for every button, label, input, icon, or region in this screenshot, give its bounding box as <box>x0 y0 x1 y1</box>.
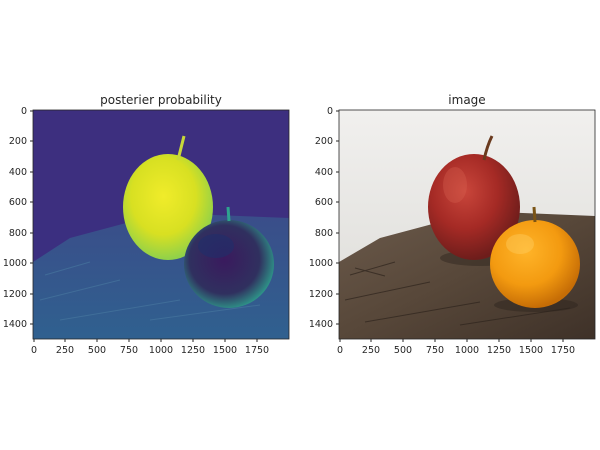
x-tick-label: 1500 <box>213 345 237 356</box>
heatmap-apple <box>123 154 213 260</box>
image-y-axis: 0 200 400 600 800 1000 1200 1400 <box>309 106 339 330</box>
heatmap-orange <box>184 220 274 308</box>
y-tick-label: 800 <box>9 228 27 239</box>
photo-apple <box>428 154 520 260</box>
x-tick-label: 750 <box>120 345 138 356</box>
y-tick-label: 400 <box>315 167 333 178</box>
x-tick-label: 1500 <box>519 345 543 356</box>
image-panel-title: image <box>448 93 485 107</box>
y-tick-label: 200 <box>315 136 333 147</box>
posterior-panel-title: posterier probability <box>100 93 222 107</box>
heatmap-apple-stem <box>176 135 186 161</box>
x-tick-label: 1000 <box>455 345 479 356</box>
x-tick-label: 0 <box>31 345 37 356</box>
y-tick-label: 600 <box>9 197 27 208</box>
y-tick-label: 1400 <box>3 319 27 330</box>
posterior-x-axis: 0 250 500 750 1000 1250 1500 1750 <box>31 339 269 356</box>
posterior-panel: posterier probability <box>3 93 290 356</box>
x-tick-label: 1000 <box>149 345 173 356</box>
y-tick-label: 1200 <box>309 289 333 300</box>
y-tick-label: 1000 <box>309 258 333 269</box>
x-tick-label: 500 <box>88 345 106 356</box>
x-tick-label: 250 <box>56 345 74 356</box>
y-tick-label: 800 <box>315 228 333 239</box>
heatmap-orange-stem <box>226 206 231 222</box>
photo <box>339 110 595 339</box>
posterior-y-axis: 0 200 400 600 800 1000 1200 1400 <box>3 106 33 330</box>
photo-apple-stem <box>482 135 494 161</box>
x-tick-label: 500 <box>394 345 412 356</box>
x-tick-label: 1750 <box>551 345 575 356</box>
x-tick-label: 750 <box>426 345 444 356</box>
x-tick-label: 0 <box>337 345 343 356</box>
x-tick-label: 1250 <box>181 345 205 356</box>
y-tick-label: 1400 <box>309 319 333 330</box>
y-tick-label: 1200 <box>3 289 27 300</box>
y-tick-label: 0 <box>21 106 27 117</box>
posterior-heatmap <box>33 110 289 339</box>
photo-orange <box>490 220 580 308</box>
y-tick-label: 0 <box>327 106 333 117</box>
y-tick-label: 1000 <box>3 258 27 269</box>
y-tick-label: 600 <box>315 197 333 208</box>
y-tick-label: 400 <box>9 167 27 178</box>
y-tick-label: 200 <box>9 136 27 147</box>
image-panel: image 0 <box>309 93 596 356</box>
image-x-axis: 0 250 500 750 1000 1250 1500 1750 <box>337 339 575 356</box>
x-tick-label: 1750 <box>245 345 269 356</box>
x-tick-label: 1250 <box>487 345 511 356</box>
photo-orange-stem <box>532 206 537 223</box>
x-tick-label: 250 <box>362 345 380 356</box>
